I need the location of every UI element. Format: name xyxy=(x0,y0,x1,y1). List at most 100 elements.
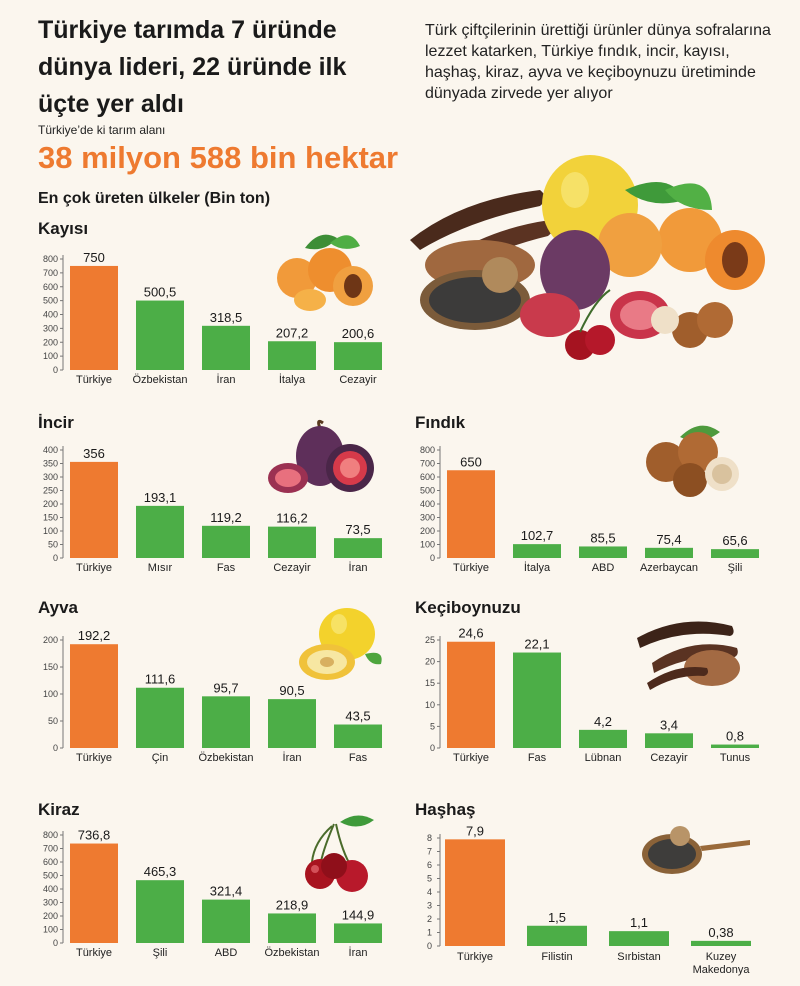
category-label: Mısır xyxy=(148,562,173,574)
category-label: Türkiye xyxy=(76,752,112,764)
bar-value-label: 119,2 xyxy=(210,510,242,525)
chart-title-keciboynuzu: Keçiboynuzu xyxy=(415,598,521,617)
category-label: Cezayir xyxy=(339,374,377,386)
bar xyxy=(579,729,627,748)
bar xyxy=(645,547,693,558)
bar xyxy=(70,461,118,558)
apricot-icon xyxy=(277,234,373,311)
category-label: Tunus xyxy=(720,752,751,764)
bar xyxy=(202,696,250,748)
cherry-icon xyxy=(305,815,374,892)
y-tick-label: 50 xyxy=(48,540,58,550)
bar xyxy=(527,925,587,946)
bar xyxy=(268,913,316,943)
category-label: Türkiye xyxy=(453,562,489,574)
bar-value-label: 321,4 xyxy=(210,884,243,899)
bar xyxy=(334,923,382,943)
bar xyxy=(711,744,759,748)
category-label: Türkiye xyxy=(76,374,112,386)
headline: Türkiye tarımda 7 üründe dünya lideri, 2… xyxy=(38,16,347,118)
y-tick-label: 600 xyxy=(420,472,435,482)
category-label: Sırbistan xyxy=(617,951,660,963)
bar xyxy=(447,641,495,748)
y-tick-label: 15 xyxy=(425,678,435,688)
bar xyxy=(711,549,759,558)
charts-subhead: En çok üreten ülkeler (Bin ton) xyxy=(38,190,271,207)
category-label: İran xyxy=(283,751,302,764)
bar xyxy=(334,538,382,558)
fruit-collage-illustration xyxy=(410,155,765,360)
y-tick-label: 0 xyxy=(430,553,435,563)
y-tick-label: 350 xyxy=(43,459,58,469)
bar-value-label: 218,9 xyxy=(276,897,309,912)
bar xyxy=(70,265,118,370)
y-tick-label: 400 xyxy=(43,884,58,894)
y-tick-label: 800 xyxy=(420,445,435,455)
category-label: Lübnan xyxy=(585,752,622,764)
y-tick-label: 100 xyxy=(420,540,435,550)
chart-title-hashas: Haşhaş xyxy=(415,800,476,819)
bar xyxy=(334,724,382,748)
y-tick-label: 700 xyxy=(43,844,58,854)
bar xyxy=(136,880,184,943)
bar-value-label: 144,9 xyxy=(342,907,375,922)
bar-value-label: 500,5 xyxy=(144,285,177,300)
y-tick-label: 300 xyxy=(43,323,58,333)
bar-value-label: 736,8 xyxy=(78,828,111,843)
y-tick-label: 0 xyxy=(427,941,432,951)
y-tick-label: 200 xyxy=(43,337,58,347)
y-tick-label: 800 xyxy=(43,254,58,264)
y-tick-label: 200 xyxy=(43,499,58,509)
category-label: Fas xyxy=(217,562,236,574)
y-tick-label: 500 xyxy=(43,871,58,881)
y-tick-label: 150 xyxy=(43,662,58,672)
category-label: İran xyxy=(349,561,368,574)
category-label: ABD xyxy=(592,562,615,574)
y-tick-label: 200 xyxy=(43,911,58,921)
chart-title-kayisi: Kayısı xyxy=(38,219,89,238)
bar-value-label: 22,1 xyxy=(524,637,549,652)
y-tick-label: 4 xyxy=(427,887,432,897)
bar xyxy=(136,687,184,748)
y-tick-label: 150 xyxy=(43,513,58,523)
y-tick-label: 600 xyxy=(43,282,58,292)
bar-value-label: 193,1 xyxy=(144,490,177,505)
y-tick-label: 20 xyxy=(425,657,435,667)
chart-title-kiraz: Kiraz xyxy=(38,800,80,819)
y-tick-label: 500 xyxy=(43,296,58,306)
bar xyxy=(513,652,561,748)
carob-icon xyxy=(637,621,740,690)
bar-value-label: 7,9 xyxy=(466,823,484,838)
bar-value-label: 4,2 xyxy=(594,714,612,729)
category-label: Türkiye xyxy=(76,562,112,574)
bar xyxy=(609,931,669,946)
bar-value-label: 200,6 xyxy=(342,326,375,341)
y-tick-label: 10 xyxy=(425,700,435,710)
agricultural-area-label: Türkiye’de ki tarım alanı xyxy=(38,123,166,137)
category-label: Türkiye xyxy=(457,951,493,963)
y-tick-label: 500 xyxy=(420,486,435,496)
y-tick-label: 250 xyxy=(43,486,58,496)
y-tick-label: 0 xyxy=(430,743,435,753)
y-tick-label: 25 xyxy=(425,635,435,645)
bar-value-label: 1,1 xyxy=(630,915,648,930)
bar-value-label: 356 xyxy=(83,446,105,461)
y-tick-label: 100 xyxy=(43,925,58,935)
y-tick-label: 2 xyxy=(427,914,432,924)
bar xyxy=(645,733,693,748)
y-tick-label: 300 xyxy=(43,472,58,482)
bar xyxy=(268,699,316,748)
bar xyxy=(70,644,118,748)
bar xyxy=(136,300,184,370)
y-tick-label: 400 xyxy=(43,445,58,455)
bar xyxy=(691,940,751,946)
quince-icon xyxy=(299,608,382,680)
bar-value-label: 750 xyxy=(83,250,105,265)
y-tick-label: 0 xyxy=(53,553,58,563)
